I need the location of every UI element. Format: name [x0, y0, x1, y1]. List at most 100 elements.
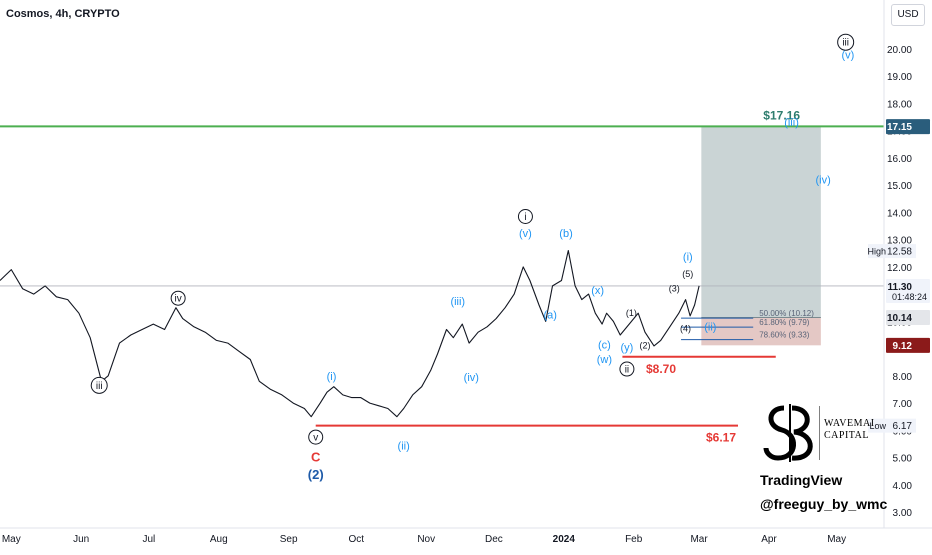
- fib-label-2: 78.60% (9.33): [759, 331, 810, 340]
- axis-badge-3: [886, 337, 930, 353]
- x-tick-label-1: Jun: [73, 534, 89, 545]
- wave-label-26: (iv): [815, 175, 830, 187]
- logo-text-line2: CAPITAL: [824, 430, 869, 441]
- fibonacci-retracement: 50.00% (10.12)61.80% (9.79) 78.60% (9.33): [681, 309, 814, 341]
- wave-label-6: (ii): [398, 440, 410, 452]
- chart-title: Cosmos, 4h, CRYPTO: [6, 8, 120, 20]
- wave-label-28: (v): [842, 49, 855, 61]
- wave-label-13: (x): [591, 285, 604, 297]
- axis-badge-label-2: 10.14: [887, 313, 912, 324]
- wave-label-5: (i): [327, 371, 337, 383]
- wave-label-15: (w): [597, 354, 612, 366]
- price-axis-bg: [884, 0, 932, 528]
- wave-label-22: (5): [682, 269, 693, 279]
- horizontal-levels: $17.16 $8.70 $6.17: [0, 108, 884, 445]
- y-tick-label-9: 12.00: [887, 263, 912, 274]
- wave-circle-2: [308, 429, 324, 445]
- currency-selector[interactable]: USD: [891, 4, 925, 26]
- y-tick-label-15: 18.00: [887, 99, 912, 110]
- y-tick-label-16: 19.00: [887, 72, 912, 83]
- y-tick-label-4: 7.00: [893, 399, 913, 410]
- wave-label-14: (c): [598, 340, 611, 352]
- fib-label-0: 50.00% (10.12): [759, 309, 814, 318]
- logo-monogram-icon: [763, 404, 821, 462]
- level-label-2: $6.17: [706, 431, 736, 445]
- wave-label-12: (a): [544, 310, 557, 322]
- fib-label-1: 61.80% (9.79): [759, 318, 810, 327]
- wave-label-0: iii: [96, 381, 103, 392]
- wave-label-1: iv: [175, 294, 182, 305]
- wave-circle-27: [837, 33, 855, 51]
- y-tick-label-12: 15.00: [887, 181, 912, 192]
- x-tick-label-4: Sep: [280, 534, 298, 545]
- hl-value-1: 6.17: [893, 421, 913, 432]
- x-tick-label-8: 2024: [553, 534, 576, 545]
- price-line: [0, 249, 700, 418]
- axis-badge-sublabel-1: 01:48:24: [892, 292, 927, 302]
- wave-circle-0: [90, 376, 108, 394]
- wave-label-2: v: [313, 433, 318, 444]
- wave-label-20: (3): [669, 283, 680, 293]
- axis-badge-label-0: 17.15: [887, 122, 912, 133]
- x-tick-label-12: May: [827, 534, 846, 545]
- wave-label-18: ii: [625, 365, 629, 376]
- hl-value-bg-0: [886, 244, 916, 259]
- wave-label-3: C: [311, 450, 321, 465]
- price-line-group: [0, 249, 700, 418]
- y-tick-label-13: 16.00: [887, 154, 912, 165]
- hl-tag-bg-0: [868, 244, 886, 259]
- wave-label-8: (iv): [464, 372, 479, 384]
- axis-badge-label-3: 9.12: [893, 341, 913, 352]
- brand-block: TradingView @freeguy_by_wmc: [760, 468, 887, 516]
- wave-label-23: (i): [683, 252, 693, 264]
- x-tick-label-7: Dec: [485, 534, 503, 545]
- wave-label-4: (2): [308, 467, 324, 482]
- brand-line1: TradingView: [760, 472, 843, 488]
- x-tick-label-3: Aug: [210, 534, 228, 545]
- position-target-zone: [701, 126, 821, 318]
- hl-value-0: 12.58: [887, 247, 912, 258]
- price-axis: 3.004.005.006.007.008.009.0010.0011.0012…: [883, 0, 932, 528]
- wave-label-21: (4): [680, 324, 691, 334]
- x-tick-label-2: Jul: [142, 534, 155, 545]
- wavemai-logo: WAVEMAI CAPITAL: [760, 402, 900, 464]
- wave-circle-18: [619, 361, 635, 377]
- hl-tag-bg-1: [868, 418, 886, 433]
- hl-tag-1: Low: [869, 421, 886, 431]
- x-tick-label-9: Feb: [625, 534, 643, 545]
- y-tick-label-5: 8.00: [893, 372, 913, 383]
- x-tick-label-6: Nov: [417, 534, 435, 545]
- y-tick-label-2: 5.00: [893, 454, 913, 465]
- y-tick-label-0: 3.00: [893, 508, 913, 519]
- wave-label-24: (ii): [704, 321, 716, 333]
- wave-label-10: (v): [519, 228, 532, 240]
- x-tick-label-10: Mar: [690, 534, 708, 545]
- axis-badge-2: [886, 310, 930, 326]
- wave-label-7: (iii): [450, 296, 465, 308]
- level-label-0: $17.16: [763, 108, 800, 122]
- axis-badge-0: [886, 119, 930, 135]
- x-tick-label-5: Oct: [349, 534, 365, 545]
- wave-label-17: (y): [621, 342, 634, 354]
- axis-badge-1: [886, 278, 930, 303]
- wave-label-19: (2): [639, 341, 650, 351]
- y-tick-label-11: 14.00: [887, 208, 912, 219]
- x-tick-label-11: Apr: [761, 534, 777, 545]
- wave-label-11: (b): [559, 228, 572, 240]
- time-axis: May Jun Jul Aug Sep Oct Nov Dec 2024 Feb Mar Apr May: [0, 527, 932, 545]
- position-stop-zone: [701, 317, 821, 346]
- wave-label-27: iii: [842, 38, 849, 49]
- y-tick-label-17: 20.00: [887, 45, 912, 56]
- wave-label-25: (iii): [784, 117, 799, 129]
- level-label-1: $8.70: [646, 362, 676, 376]
- wave-label-9: i: [524, 212, 526, 223]
- wave-label-16: (1): [626, 308, 637, 318]
- axis-badge-label-1: 11.30: [888, 282, 913, 293]
- y-tick-label-10: 13.00: [887, 236, 912, 247]
- y-tick-label-1: 4.00: [893, 481, 913, 492]
- wave-circle-1: [170, 290, 186, 306]
- wave-circle-9: [517, 208, 533, 224]
